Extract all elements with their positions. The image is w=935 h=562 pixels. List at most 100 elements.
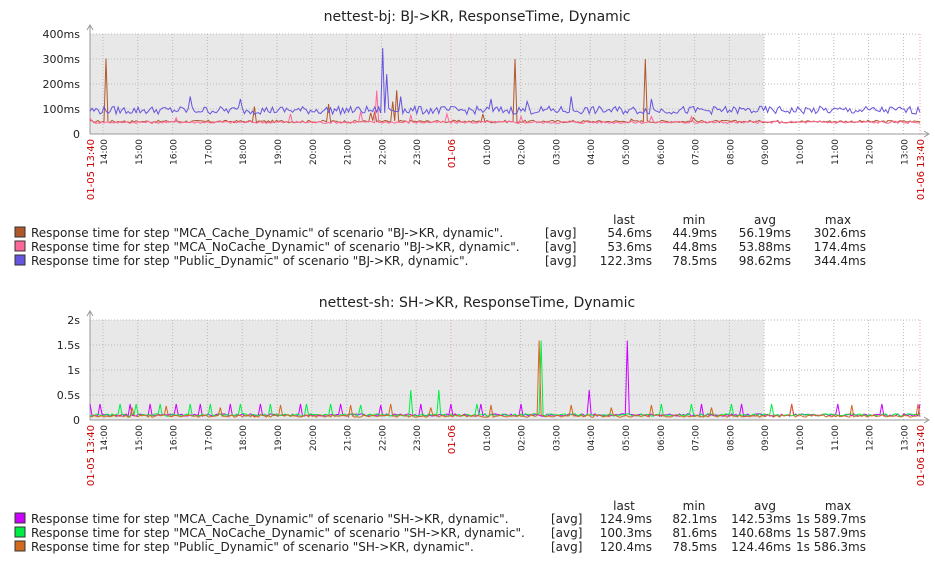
y-tick-label: 300ms <box>43 53 81 66</box>
legend-value-max: 302.6ms <box>814 226 866 240</box>
legend-column-header: min <box>683 213 706 227</box>
chart-panel-2: nettest-sh: SH->KR, ResponseTime, Dynami… <box>14 295 930 554</box>
x-tick-label: 02:00 <box>518 425 528 451</box>
legend-series-name: Response time for step "Public_Dynamic" … <box>31 254 468 268</box>
x-tick-label: 21:00 <box>344 139 354 165</box>
y-tick-label: 1.5s <box>57 339 80 352</box>
legend-value-avg: 98.62ms <box>739 254 791 268</box>
x-tick-label: 18:00 <box>239 139 249 165</box>
legend-column-header: max <box>825 499 851 513</box>
x-tick-label: 17:00 <box>204 139 214 165</box>
legend-swatch <box>14 526 26 538</box>
legend-value-avg: 142.53ms <box>731 512 791 526</box>
x-tick-label: 22:00 <box>378 139 388 165</box>
legend-series-name: Response time for step "MCA_Cache_Dynami… <box>31 512 509 526</box>
legend-value-max: 344.4ms <box>814 254 866 268</box>
x-tick-label: 09:00 <box>761 139 771 165</box>
legend-value-min: 78.5ms <box>672 540 717 554</box>
x-tick-label: 22:00 <box>378 425 388 451</box>
legend-swatch <box>14 540 26 552</box>
legend-series-name: Response time for step "MCA_Cache_Dynami… <box>31 226 503 240</box>
x-tick-label: 19:00 <box>274 425 284 451</box>
chart-title: nettest-sh: SH->KR, ResponseTime, Dynami… <box>319 295 635 311</box>
legend-value-max: 1s 589.7ms <box>796 512 866 526</box>
legend-series-name: Response time for step "MCA_NoCache_Dyna… <box>31 526 525 540</box>
x-tick-label: 06:00 <box>657 139 667 165</box>
y-axis-arrow-icon <box>86 24 94 31</box>
x-tick-label: 14:00 <box>100 139 110 165</box>
legend-swatch <box>14 226 26 238</box>
legend-value-avg: 53.88ms <box>739 240 791 254</box>
legend-value-avg: 56.19ms <box>739 226 791 240</box>
series-line <box>89 340 921 418</box>
legend-value-last: 100.3ms <box>600 526 652 540</box>
legend-column-header: min <box>683 499 706 513</box>
x-axis-arrow-icon <box>923 130 930 138</box>
x-tick-label: 19:00 <box>274 139 284 165</box>
x-tick-label: 07:00 <box>692 139 702 165</box>
x-tick-label: 15:00 <box>135 425 145 451</box>
x-tick-label: 02:00 <box>518 139 528 165</box>
x-start-label: 01-05 13:40 <box>86 425 97 486</box>
legend-aggregation: [avg] <box>551 540 582 554</box>
x-tick-label: 05:00 <box>622 139 632 165</box>
x-tick-label: 23:00 <box>413 425 423 451</box>
legend-value-min: 82.1ms <box>672 512 717 526</box>
legend-value-last: 53.6ms <box>607 240 652 254</box>
legend-value-min: 44.8ms <box>672 240 717 254</box>
legend-value-last: 122.3ms <box>600 254 652 268</box>
y-tick-label: 0.5s <box>57 389 80 402</box>
y-tick-label: 400ms <box>43 28 81 41</box>
legend-value-min: 78.5ms <box>672 254 717 268</box>
x-tick-label: 04:00 <box>587 139 597 165</box>
legend-swatch <box>14 254 26 266</box>
x-tick-label: 07:00 <box>692 425 702 451</box>
y-tick-label: 0 <box>73 128 80 141</box>
plot-background <box>764 34 920 134</box>
x-tick-label: 01:00 <box>483 139 493 165</box>
legend-value-max: 174.4ms <box>814 240 866 254</box>
x-tick-label: 23:00 <box>413 139 423 165</box>
legend-value-last: 54.6ms <box>607 226 652 240</box>
x-start-label: 01-05 13:40 <box>86 139 97 200</box>
legend-column-header: avg <box>754 213 776 227</box>
legend-aggregation: [avg] <box>545 226 576 240</box>
x-tick-label: 13:00 <box>900 139 910 165</box>
y-tick-label: 0 <box>73 414 80 427</box>
x-tick-label: 11:00 <box>831 425 841 451</box>
x-tick-label: 09:00 <box>761 425 771 451</box>
x-tick-label: 10:00 <box>796 139 806 165</box>
legend-value-min: 44.9ms <box>672 226 717 240</box>
legend-value-last: 124.9ms <box>600 512 652 526</box>
x-axis-arrow-icon <box>923 416 930 424</box>
x-tick-label: 14:00 <box>100 425 110 451</box>
x-tick-label: 16:00 <box>170 139 180 165</box>
x-tick-label: 08:00 <box>726 425 736 451</box>
x-tick-label: 16:00 <box>170 425 180 451</box>
y-tick-label: 200ms <box>43 78 81 91</box>
legend-value-max: 1s 587.9ms <box>796 526 866 540</box>
x-tick-label: 20:00 <box>309 425 319 451</box>
series-line <box>89 47 921 116</box>
legend-column-header: last <box>613 213 635 227</box>
x-tick-label: 04:00 <box>587 425 597 451</box>
legend-swatch <box>14 512 26 524</box>
y-tick-label: 1s <box>67 364 80 377</box>
y-tick-label: 2s <box>67 314 80 327</box>
x-tick-label: 11:00 <box>831 139 841 165</box>
series-line <box>89 340 921 418</box>
legend-value-avg: 140.68ms <box>731 526 791 540</box>
legend-value-min: 81.6ms <box>672 526 717 540</box>
x-day-label: 01-06 <box>447 425 458 454</box>
legend-value-max: 1s 586.3ms <box>796 540 866 554</box>
x-tick-label: 06:00 <box>657 425 667 451</box>
x-tick-label: 20:00 <box>309 139 319 165</box>
y-axis-arrow-icon <box>86 310 94 317</box>
legend-value-avg: 124.46ms <box>731 540 791 554</box>
x-end-label: 01-06 13:40 <box>916 425 927 486</box>
legend-value-last: 120.4ms <box>600 540 652 554</box>
legend-swatch <box>14 240 26 252</box>
x-tick-label: 01:00 <box>483 425 493 451</box>
